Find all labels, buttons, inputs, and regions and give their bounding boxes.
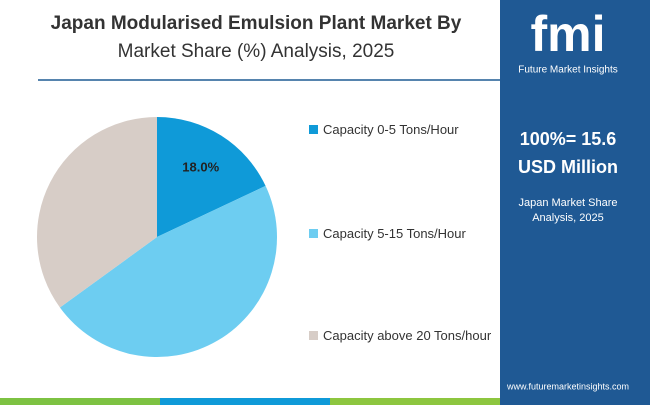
- data-label: 18.0%: [182, 160, 219, 175]
- brand-name: Future Market Insights: [518, 65, 617, 76]
- legend-item: Capacity 5-15 Tons/Hour: [309, 224, 503, 244]
- legend-label: Capacity above 20 Tons/hour: [323, 328, 492, 343]
- legend-swatch: [309, 229, 318, 238]
- legend-swatch: [309, 331, 318, 340]
- total: 100%= 15.6: [520, 129, 617, 149]
- legend-label: Capacity 5-15 Tons/Hour: [323, 226, 466, 241]
- pie-slice: [59, 185, 278, 358]
- pie-slice: [157, 117, 266, 237]
- stripe: [0, 398, 160, 405]
- stripe: [500, 398, 650, 405]
- caption: Japan Market Share Analysis, 2025: [518, 197, 618, 224]
- legend-swatch: [309, 125, 318, 134]
- chart-subtitle: Market Share (%) Analysis, 2025: [118, 41, 395, 62]
- legend-label: Capacity 0-5 Tons/Hour: [323, 122, 459, 137]
- chart-title: Japan Modularised Emulsion Plant Market …: [51, 13, 462, 34]
- legend-item: Capacity 0-5 Tons/Hour: [309, 120, 503, 140]
- stripe: [160, 398, 330, 405]
- side-panel: [500, 0, 650, 398]
- pie-slice: [36, 117, 157, 308]
- url: www.futuremarketinsights.com: [506, 381, 629, 391]
- logo: fmi: [531, 6, 606, 62]
- stripe: [330, 398, 500, 405]
- legend-item: Capacity above 20 Tons/hour: [309, 326, 503, 346]
- total-unit: USD Million: [518, 157, 618, 177]
